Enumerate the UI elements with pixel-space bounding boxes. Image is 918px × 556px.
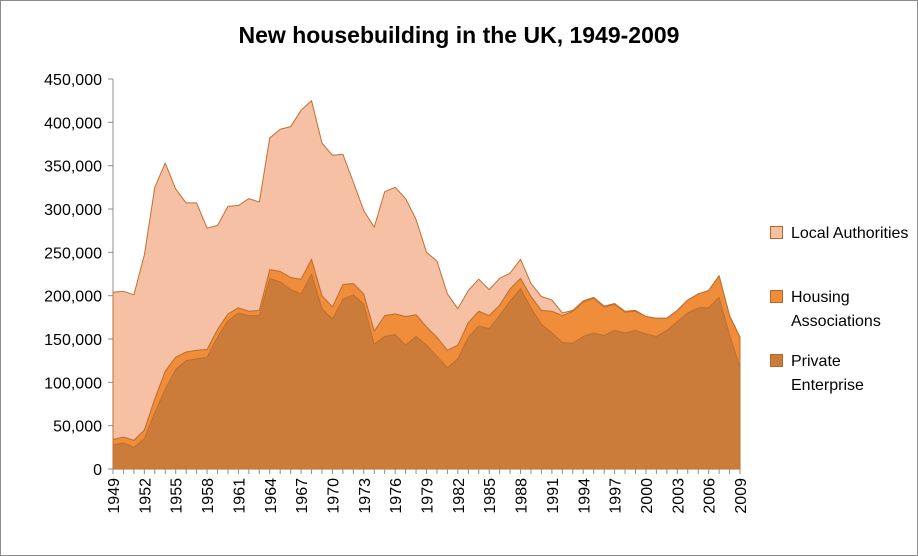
x-tick-label: 1958 (200, 478, 217, 514)
y-tick-label: 150,000 (44, 332, 102, 349)
y-tick-label: 250,000 (44, 245, 102, 262)
chart-title: New housebuilding in the UK, 1949-2009 (238, 22, 680, 48)
x-tick-label: 1991 (545, 478, 562, 514)
x-tick-label: 1949 (106, 478, 123, 514)
y-tick-label: 350,000 (44, 159, 102, 176)
legend-label-local-authorities: Local Authorities (791, 225, 909, 242)
legend: Local Authorities Housing Associations P… (770, 222, 910, 414)
x-tick-label: 1988 (514, 478, 531, 514)
x-tick-label: 2009 (733, 478, 750, 514)
legend-item-private-enterprise: Private Enterprise (770, 350, 910, 414)
x-tick-label: 1970 (325, 478, 342, 514)
y-tick-label: 100,000 (44, 375, 102, 392)
x-tick-label: 2003 (670, 478, 687, 514)
legend-label-private-enterprise: Private Enterprise (791, 353, 864, 394)
x-tick-label: 1973 (357, 478, 374, 514)
x-tick-label: 1982 (451, 478, 468, 514)
x-tick-label: 1985 (482, 478, 499, 514)
y-tick-label: 200,000 (44, 289, 102, 306)
legend-swatch-housing-associations (770, 290, 783, 303)
legend-swatch-local-authorities (770, 226, 783, 239)
area-local-authorities (112, 100, 741, 441)
y-tick-label: 450,000 (44, 72, 102, 89)
y-tick-label: 400,000 (44, 115, 102, 132)
x-tick-label: 1979 (420, 478, 437, 514)
x-tick-label: 1994 (576, 478, 593, 514)
legend-item-local-authorities: Local Authorities (770, 222, 910, 286)
y-tick-label: 300,000 (44, 202, 102, 219)
legend-label-housing-associations: Housing Associations (791, 289, 881, 330)
x-tick-label: 1964 (263, 478, 280, 514)
y-tick-label: 0 (93, 462, 102, 479)
x-tick-label: 2000 (639, 478, 656, 514)
x-tick-label: 1955 (169, 478, 186, 514)
x-tick-label: 1976 (388, 478, 405, 514)
x-tick-label: 1967 (294, 478, 311, 514)
legend-item-housing-associations: Housing Associations (770, 286, 910, 350)
legend-swatch-private-enterprise (770, 354, 783, 367)
x-tick-label: 2006 (702, 478, 719, 514)
x-tick-label: 1997 (608, 478, 625, 514)
y-tick-label: 50,000 (53, 419, 102, 436)
x-tick-label: 1952 (137, 478, 154, 514)
x-tick-label: 1961 (231, 478, 248, 514)
